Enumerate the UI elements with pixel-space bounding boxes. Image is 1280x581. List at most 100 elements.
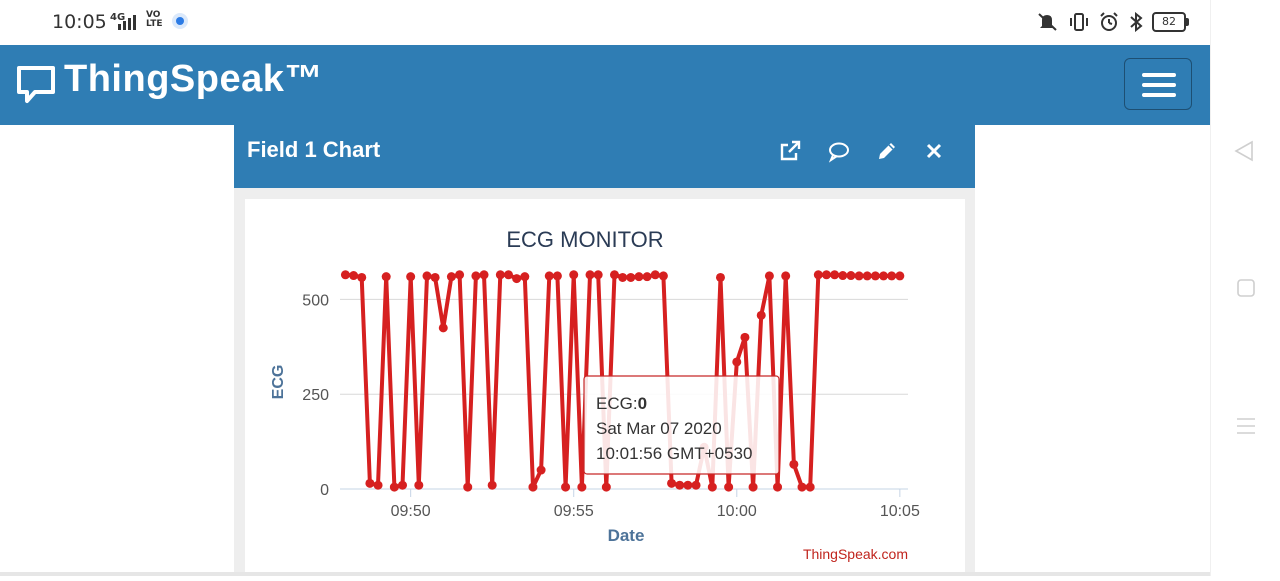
home-icon[interactable]	[1236, 278, 1256, 298]
data-point	[789, 459, 799, 469]
close-icon[interactable]	[922, 139, 946, 163]
data-point	[365, 478, 375, 488]
menu-bar-icon	[1142, 73, 1176, 77]
menu-bar-icon	[1142, 93, 1176, 97]
menu-toggle-button[interactable]	[1124, 58, 1192, 110]
ecg-chart: ECG MONITOR ECG Date ThingSpeak.com 0 250…	[270, 227, 920, 562]
data-point	[430, 272, 440, 282]
data-point	[398, 480, 408, 490]
data-point	[585, 270, 595, 280]
status-time: 10:05	[52, 11, 107, 33]
data-point	[854, 271, 864, 281]
back-icon[interactable]	[1233, 140, 1255, 162]
x-tick-label: 09:55	[554, 503, 594, 520]
android-nav-bar	[1210, 0, 1280, 576]
data-point	[797, 482, 807, 492]
data-point	[707, 482, 717, 492]
data-point	[805, 482, 815, 492]
data-point	[389, 482, 399, 492]
data-point	[683, 480, 693, 490]
speech-bubble-logo-icon[interactable]	[16, 65, 56, 105]
status-icons-right: 82	[1036, 10, 1189, 34]
data-point	[512, 274, 522, 284]
data-point	[821, 270, 831, 280]
data-point	[691, 480, 701, 490]
volte-bottom: LTE	[146, 19, 163, 29]
data-point	[561, 482, 571, 492]
data-point	[520, 272, 530, 282]
data-point	[422, 271, 432, 281]
x-tick-label: 10:00	[717, 503, 757, 520]
data-point	[406, 272, 416, 282]
mute-icon	[1038, 13, 1057, 31]
data-point	[438, 323, 448, 333]
pencil-icon[interactable]	[875, 139, 899, 163]
chart-credit-link[interactable]: ThingSpeak.com	[803, 546, 908, 562]
data-point	[357, 272, 367, 282]
page-bottom-divider	[0, 572, 1210, 576]
data-point	[626, 272, 636, 282]
data-point	[650, 270, 660, 280]
y-tick-label: 250	[302, 387, 329, 404]
data-point	[862, 271, 872, 281]
data-point	[756, 310, 766, 320]
comment-icon[interactable]	[827, 139, 851, 163]
status-bar: 10:05 4G VO LTE 82	[0, 0, 1210, 45]
data-point	[879, 271, 889, 281]
data-point	[830, 270, 840, 280]
data-point	[764, 271, 774, 281]
tooltip-date: Sat Mar 07 2020	[596, 419, 722, 438]
menu-lines-icon[interactable]	[1235, 416, 1257, 436]
data-point	[373, 480, 383, 490]
data-point	[414, 480, 424, 490]
battery-indicator: 82	[1152, 12, 1189, 32]
data-point	[618, 272, 628, 282]
data-point	[528, 482, 538, 492]
data-point	[495, 270, 505, 280]
data-point	[846, 271, 856, 281]
data-point	[609, 270, 619, 280]
y-tick-label: 0	[320, 482, 329, 499]
data-point	[658, 271, 668, 281]
data-point	[773, 482, 783, 492]
external-link-icon[interactable]	[778, 139, 802, 163]
data-point	[740, 332, 750, 342]
data-point	[340, 270, 350, 280]
tooltip-label: ECG:	[596, 394, 638, 413]
brand-logo[interactable]: ThingSpeak™	[64, 58, 323, 100]
data-point	[455, 270, 465, 280]
alarm-icon	[1100, 12, 1118, 31]
data-point	[813, 270, 823, 280]
data-point	[349, 271, 359, 281]
data-point	[593, 270, 603, 280]
volte-top: VO	[146, 10, 161, 20]
data-point	[724, 482, 734, 492]
x-axis-label: Date	[608, 526, 645, 545]
menu-bar-icon	[1142, 83, 1176, 87]
vibrate-icon	[1070, 13, 1088, 31]
data-point	[503, 270, 513, 280]
tooltip-value: 0	[638, 394, 647, 413]
data-point	[715, 272, 725, 282]
x-tick-label: 10:05	[880, 503, 920, 520]
signal-icon	[118, 15, 136, 30]
data-point	[487, 480, 497, 490]
data-point	[895, 271, 905, 281]
navbar: ThingSpeak™	[0, 45, 1210, 125]
data-point	[781, 271, 791, 281]
data-point	[479, 270, 489, 280]
data-tooltip: ECG:0 Sat Mar 07 2020 10:01:56 GMT+0530	[583, 375, 780, 475]
chart-panel: ECG MONITOR ECG Date ThingSpeak.com 0 250…	[245, 199, 965, 576]
data-point	[667, 478, 677, 488]
data-point	[634, 272, 644, 282]
data-point	[552, 271, 562, 281]
data-point	[463, 482, 473, 492]
data-point	[838, 271, 848, 281]
y-tick-label: 500	[302, 292, 329, 309]
data-point	[471, 271, 481, 281]
card-header: Field 1 Chart	[234, 125, 975, 188]
network-type: 4G	[110, 12, 126, 23]
svg-text:ECG:0: ECG:0	[596, 394, 647, 413]
data-point	[887, 271, 897, 281]
data-point	[544, 271, 554, 281]
